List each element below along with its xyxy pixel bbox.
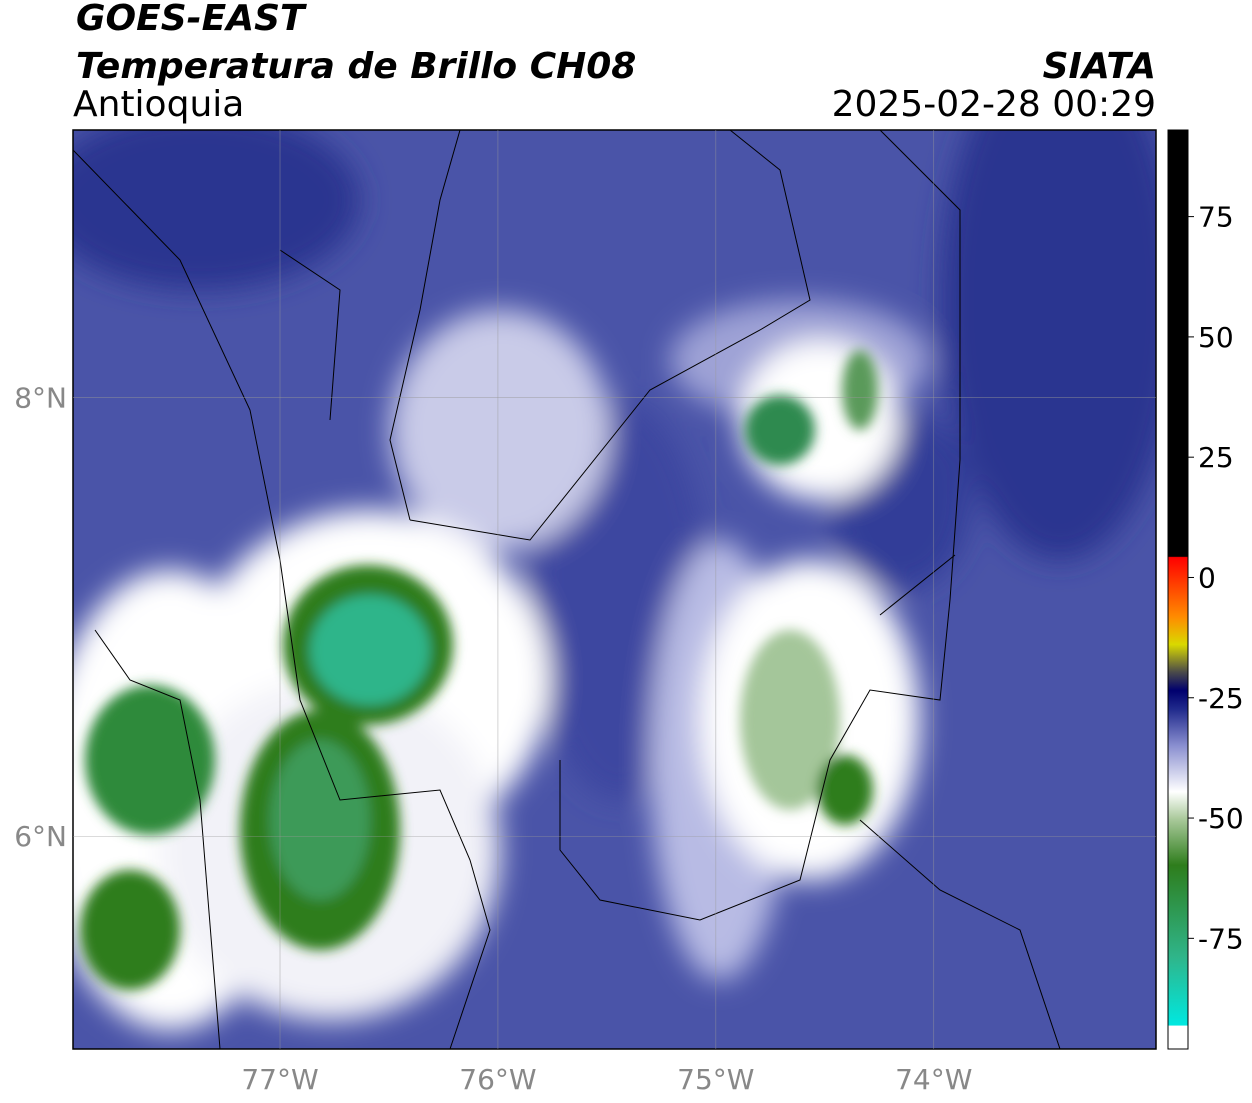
colorbar-tick-label: -50 — [1198, 802, 1244, 835]
y-tick-label: 6°N — [14, 820, 67, 853]
timestamp: 2025-02-28 00:29 — [832, 84, 1156, 125]
title: GOES-EAST — [76, 0, 307, 39]
colorbar-tick-label: 75 — [1198, 201, 1234, 234]
colorbar-tick-label: 50 — [1198, 321, 1234, 354]
colorbar-tick-label: 25 — [1198, 441, 1234, 474]
axes: 77°W 76°W 75°W 74°W 8°N 6°N 75 50 25 0 -25 -50 -75 — [14, 130, 1244, 1096]
source: SIATA — [1043, 46, 1156, 87]
x-tick-label: 74°W — [895, 1063, 972, 1096]
colorbar-tick-label: 0 — [1198, 561, 1216, 594]
map-frame — [72, 129, 1157, 1050]
colorbar-tick-label: -75 — [1198, 922, 1244, 955]
colorbar-tick-label: -25 — [1198, 682, 1244, 715]
colorbar — [1167, 129, 1189, 1050]
x-tick-label: 76°W — [459, 1063, 536, 1096]
region: Antioquia — [73, 84, 244, 125]
satellite-image — [73, 130, 1156, 1049]
x-tick-label: 77°W — [241, 1063, 318, 1096]
y-tick-label: 8°N — [14, 382, 67, 415]
x-tick-label: 75°W — [677, 1063, 754, 1096]
subtitle: Temperatura de Brillo CH08 — [76, 46, 636, 87]
